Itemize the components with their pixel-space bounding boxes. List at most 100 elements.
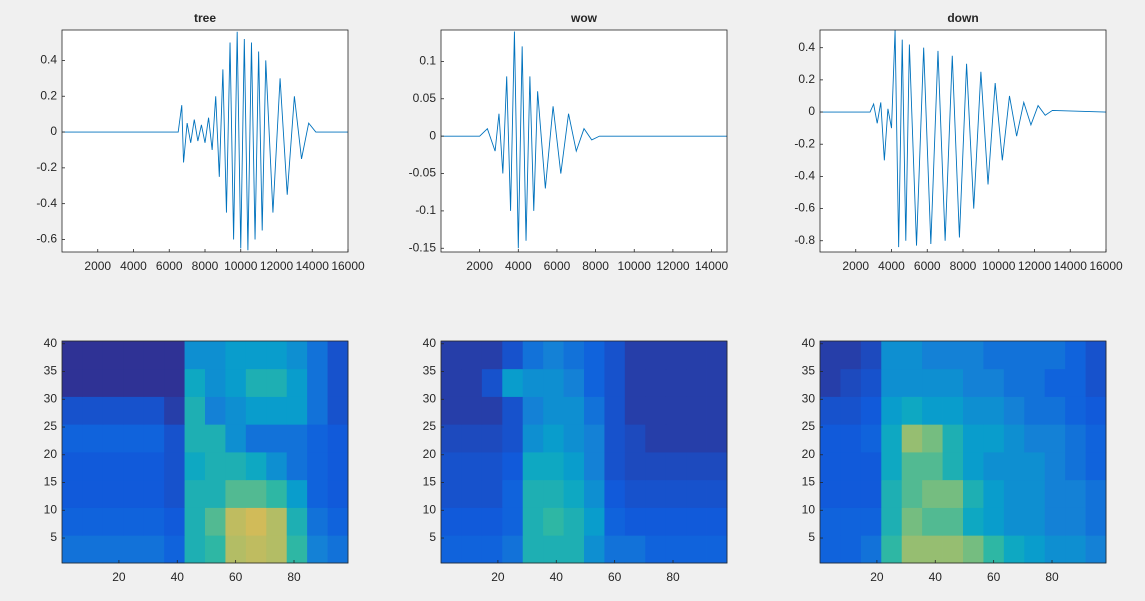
heatmap-cell	[584, 452, 605, 481]
waveform-line	[62, 31, 348, 251]
heatmap-cell	[143, 396, 165, 425]
heatmap-cell	[266, 341, 288, 370]
heatmap-cell	[706, 341, 728, 370]
waveform-line	[820, 29, 1107, 248]
heatmap-cell	[1003, 507, 1025, 536]
axes-title: down	[947, 11, 978, 25]
heatmap-cell	[543, 396, 564, 425]
x-tick-label: 2000	[842, 259, 869, 273]
axes-box	[440, 29, 728, 253]
heatmap-cell	[922, 424, 943, 453]
x-tick-label: 6000	[156, 259, 183, 273]
heatmap-cell	[441, 424, 462, 453]
heatmap-cell	[563, 479, 585, 508]
heatmap-cell	[963, 535, 984, 564]
y-tick-label: 20	[802, 447, 816, 461]
heatmap-cell	[584, 535, 605, 564]
heatmap-cell	[266, 535, 288, 564]
heatmap-cell	[184, 368, 206, 397]
axes-title: tree	[194, 11, 216, 25]
x-tick-label: 20	[491, 570, 505, 584]
heatmap-cell	[225, 396, 247, 425]
heatmap-cell	[624, 396, 646, 425]
heatmap-cell	[901, 535, 923, 564]
heatmap-cell	[1044, 479, 1066, 508]
heatmap-cell	[502, 396, 524, 425]
y-tick-label: 40	[423, 336, 437, 350]
heatmap-cell	[820, 452, 841, 481]
heatmap-cell	[706, 535, 728, 564]
heatmap-cell	[62, 479, 83, 508]
heatmap-cell	[164, 396, 185, 425]
heatmap-cell	[942, 341, 964, 370]
x-tick-label: 80	[666, 570, 680, 584]
heatmap-cell	[123, 341, 145, 370]
heatmap-cell	[245, 368, 267, 397]
y-tick-label: -0.05	[409, 166, 437, 180]
heatmap-cell	[820, 535, 841, 564]
heatmap-cell	[62, 396, 83, 425]
heatmap-cell	[245, 424, 267, 453]
x-tick-label: 20	[870, 570, 884, 584]
x-tick-label: 10000	[618, 259, 652, 273]
heatmap-cell	[164, 368, 185, 397]
heatmap-cell	[584, 479, 605, 508]
heatmap-cell	[665, 535, 687, 564]
heatmap-cell	[963, 507, 984, 536]
heatmap-cell	[686, 396, 707, 425]
heatmap-cell	[184, 507, 206, 536]
y-tick-label: 25	[802, 419, 816, 433]
heatmap-cell	[102, 396, 124, 425]
heatmap-cell	[881, 368, 903, 397]
x-tick-label: 12000	[1018, 259, 1052, 273]
y-tick-label: 35	[802, 364, 816, 378]
heatmap-cell	[1024, 424, 1046, 453]
heatmap-cell	[164, 535, 185, 564]
heatmap-cell	[665, 452, 687, 481]
heatmap-cell	[327, 507, 349, 536]
heatmap-cell	[102, 535, 124, 564]
heatmap-cell	[645, 368, 667, 397]
y-tick-label: 10	[44, 502, 58, 516]
heatmap-cell	[522, 424, 544, 453]
y-tick-label: 25	[423, 419, 437, 433]
heatmap-cell	[286, 424, 308, 453]
y-tick-label: 10	[802, 502, 816, 516]
heatmap-cell	[624, 479, 646, 508]
y-tick-label: 0	[808, 104, 815, 118]
heatmap-cell	[205, 396, 226, 425]
heatmap-cell	[901, 424, 923, 453]
heatmap-cell	[543, 341, 564, 370]
heatmap-cell	[441, 507, 462, 536]
y-tick-label: -0.2	[794, 136, 815, 150]
heatmap-cell	[1085, 341, 1107, 370]
x-tick-label: 14000	[1054, 259, 1088, 273]
heatmap-cell	[963, 452, 984, 481]
heatmap-cell	[963, 368, 984, 397]
heatmap-cell	[624, 341, 646, 370]
heatmap-cell	[62, 368, 83, 397]
heatmap-cell	[860, 396, 882, 425]
heatmap-cell	[286, 341, 308, 370]
heatmap-cell	[604, 396, 626, 425]
x-tick-label: 12000	[260, 259, 294, 273]
heatmap-cell	[502, 479, 524, 508]
y-tick-label: 30	[44, 391, 58, 405]
heatmap-cell	[840, 368, 862, 397]
heatmap-cell	[205, 452, 226, 481]
heatmap-cell	[840, 452, 862, 481]
heatmap-cell	[840, 424, 862, 453]
heatmap-cell	[82, 368, 104, 397]
heatmap-cell	[963, 424, 984, 453]
heatmap-cell	[1065, 396, 1086, 425]
heatmap-cell	[143, 424, 165, 453]
heatmap-cell	[563, 341, 585, 370]
heatmap-cell	[983, 368, 1005, 397]
heatmap-cell	[665, 479, 687, 508]
x-tick-label: 6000	[544, 259, 571, 273]
y-tick-label: 30	[802, 391, 816, 405]
y-tick-label: 35	[44, 364, 58, 378]
heatmap-cell	[205, 341, 226, 370]
heatmap-cell	[62, 452, 83, 481]
heatmap-cell	[983, 479, 1005, 508]
